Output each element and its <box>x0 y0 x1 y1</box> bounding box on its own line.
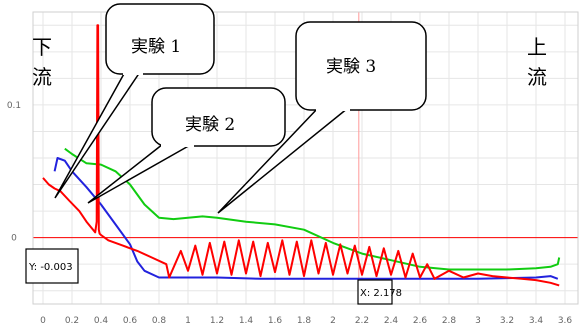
x-tick-label: 2.2 <box>355 316 369 326</box>
callout-experiment-2-label: 実験 2 <box>185 115 235 135</box>
x-tick-label: 1.6 <box>268 316 283 326</box>
y-tick-label: 0.1 <box>7 101 21 111</box>
x-tick-label: 3.4 <box>529 316 544 326</box>
x-readout: X: 2.178 <box>357 279 402 305</box>
x-tick-label: 1.8 <box>297 316 312 326</box>
x-tick-label: 1.4 <box>239 316 254 326</box>
x-tick-label: 3 <box>475 316 481 326</box>
x-tick-label: 3.6 <box>558 316 573 326</box>
series-lines <box>42 24 561 287</box>
series-line-red <box>42 24 560 287</box>
downstream-label-bottom: 流 <box>32 65 52 89</box>
y-readout-text: Y: -0.003 <box>28 262 73 273</box>
callout-experiment-3-label: 実験 3 <box>326 57 376 77</box>
x-tick-label: 3.2 <box>500 316 514 326</box>
callout-experiment-2: 実験 2 <box>87 87 286 204</box>
x-tick-label: 0.8 <box>152 316 167 326</box>
series-line-green <box>64 147 561 271</box>
plot-frame <box>32 11 579 305</box>
y-tick-label: 0 <box>11 234 17 244</box>
x-tick-label: 0 <box>40 316 46 326</box>
x-tick-label: 2.6 <box>413 316 428 326</box>
x-tick-label: 1 <box>185 316 191 326</box>
downstream-label-top: 下 <box>32 35 52 59</box>
x-tick-label: 2.8 <box>442 316 457 326</box>
callout-experiment-1-label: 実験 1 <box>131 37 181 57</box>
x-tick-label: 1.2 <box>210 316 224 326</box>
x-tick-label: 0.2 <box>65 316 79 326</box>
upstream-label-bottom: 流 <box>527 65 547 89</box>
series-line-blue <box>53 157 559 280</box>
x-tick-label: 2.4 <box>384 316 399 326</box>
x-readout-text: X: 2.178 <box>360 288 402 299</box>
x-tick-label: 0.4 <box>94 316 109 326</box>
callout-experiment-1: 実験 1 <box>54 3 215 199</box>
y-readout: Y: -0.003 <box>25 248 79 284</box>
upstream-label-top: 上 <box>527 35 547 59</box>
x-tick-label: 2 <box>330 316 336 326</box>
callout-experiment-3: 実験 3 <box>217 21 427 214</box>
x-tick-label: 0.6 <box>123 316 138 326</box>
ticks: 0 0.2 0.4 0.6 0.8 1 1.2 1.4 1.6 1.8 2 2.2 2.4 2.6 2.8 3… <box>7 101 573 326</box>
